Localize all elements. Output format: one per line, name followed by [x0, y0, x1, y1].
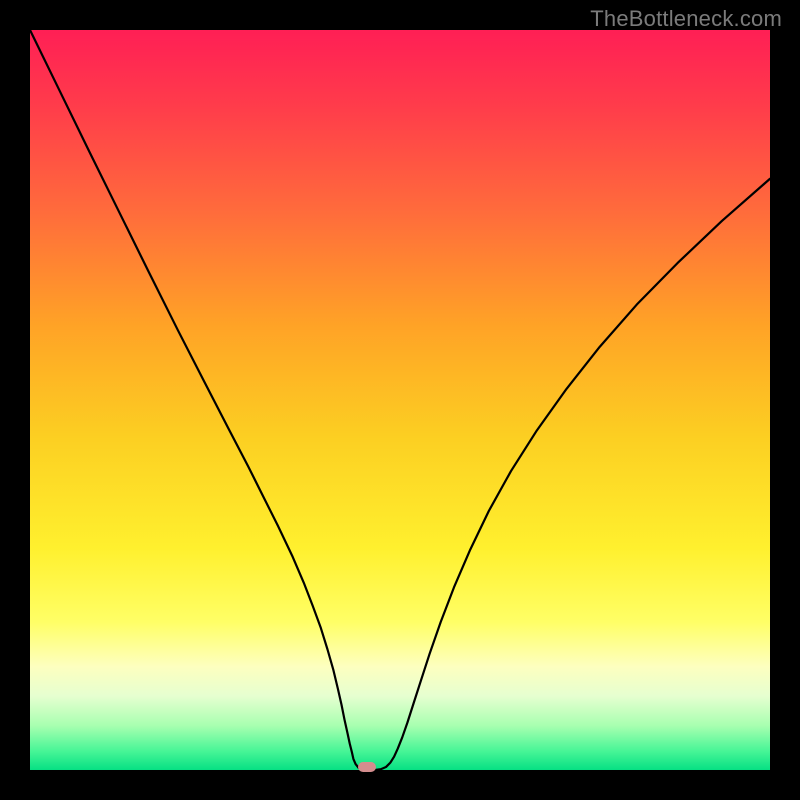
curve-line	[30, 30, 770, 770]
plot-area	[30, 30, 770, 770]
minimum-marker	[358, 762, 376, 772]
chart-root: TheBottleneck.com	[0, 0, 800, 800]
watermark-text: TheBottleneck.com	[590, 6, 782, 32]
